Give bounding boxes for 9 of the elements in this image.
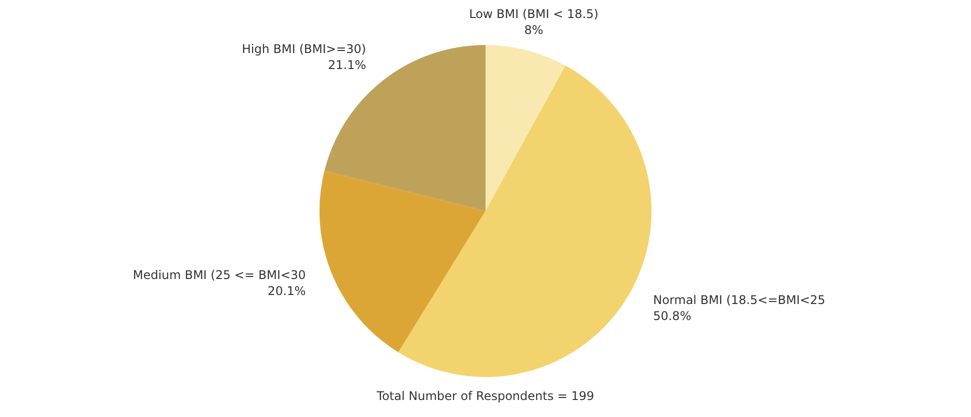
slice-label: High BMI (BMI>=30) bbox=[242, 42, 366, 56]
data-label: 20.1% bbox=[268, 284, 306, 298]
slice-label: Low BMI (BMI < 18.5) bbox=[469, 7, 598, 22]
data-label: 8% bbox=[524, 23, 544, 38]
slice-label: Medium BMI (25 <= BMI<30 bbox=[132, 268, 306, 282]
data-label: 50.8% bbox=[653, 308, 692, 323]
text: Total Number of Respondents = 199 bbox=[376, 389, 596, 403]
data-label: 21.1% bbox=[328, 58, 366, 72]
slice-label: Normal BMI (18.5<=BMI<25 bbox=[653, 292, 826, 307]
